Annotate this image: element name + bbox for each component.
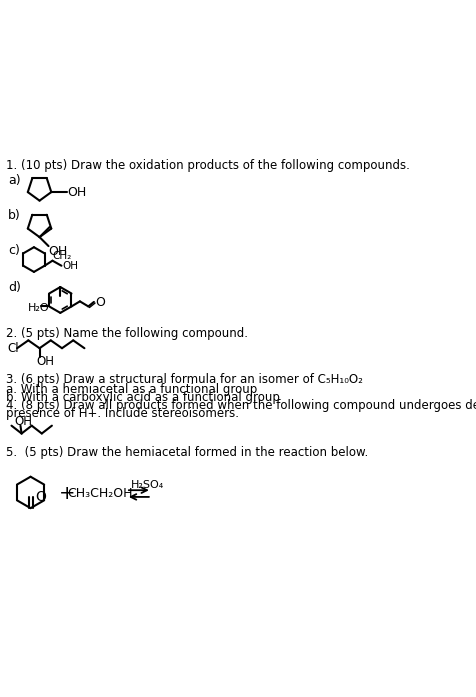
Text: b): b) [8, 209, 21, 222]
Text: presence of H+. Include stereoisomers.: presence of H+. Include stereoisomers. [6, 406, 238, 420]
Text: 2. (5 pts) Name the following compound.: 2. (5 pts) Name the following compound. [6, 327, 248, 340]
Text: d): d) [8, 281, 21, 294]
Text: 5.  (5 pts) Draw the hemiacetal formed in the reaction below.: 5. (5 pts) Draw the hemiacetal formed in… [6, 446, 367, 459]
Text: a): a) [8, 174, 20, 187]
Text: OH: OH [15, 415, 33, 428]
Text: H₂O: H₂O [28, 302, 50, 312]
Text: O: O [95, 296, 105, 309]
Text: OH: OH [49, 245, 68, 258]
Text: O: O [36, 490, 46, 504]
Text: H₂SO₄: H₂SO₄ [130, 480, 163, 489]
Text: 4. (8 pts) Draw all products formed when the following compound undergoes dehydr: 4. (8 pts) Draw all products formed when… [6, 399, 476, 412]
Text: CH₃CH₂OH: CH₃CH₂OH [68, 487, 133, 500]
Text: OH: OH [62, 261, 78, 270]
Text: a. With a hemiacetal as a functional group: a. With a hemiacetal as a functional gro… [6, 383, 257, 396]
Text: OH: OH [68, 185, 87, 199]
Text: 3. (6 pts) Draw a structural formula for an isomer of C₅H₁₀O₂: 3. (6 pts) Draw a structural formula for… [6, 374, 362, 386]
Text: CH₂: CH₂ [52, 251, 71, 261]
Text: +: + [59, 484, 75, 503]
Text: Cl: Cl [7, 342, 19, 355]
Text: c): c) [8, 244, 20, 257]
Text: 1. (10 pts) Draw the oxidation products of the following compounds.: 1. (10 pts) Draw the oxidation products … [6, 158, 409, 171]
Text: OH: OH [37, 355, 55, 368]
Text: b. With a carboxylic acid as a functional group: b. With a carboxylic acid as a functiona… [6, 391, 279, 404]
